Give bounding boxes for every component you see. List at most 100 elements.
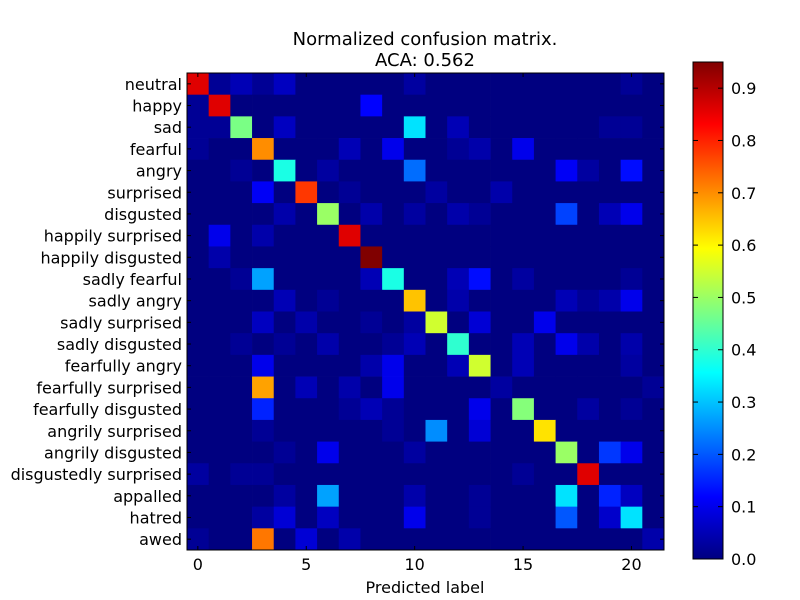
heatmap-cell [577,116,600,139]
heatmap-cell [620,311,643,334]
heatmap-cell [317,484,340,508]
heatmap-cell [382,398,405,421]
heatmap-cell [230,138,253,161]
heatmap-cell [208,224,231,247]
heatmap-cell [187,463,210,486]
heatmap-cell [360,376,383,399]
heatmap-cell [252,289,275,312]
heatmap-cell [512,398,535,421]
heatmap-cell [360,528,383,551]
heatmap-cell [382,224,405,247]
heatmap-cell [273,203,296,226]
heatmap-cell [317,311,340,334]
heatmap-cell [295,333,318,356]
y-tick-label: neutral [125,75,182,94]
heatmap-cell [512,73,535,96]
heatmap-cell [295,289,318,312]
heatmap-cell [447,376,470,399]
heatmap-cell [273,354,296,377]
heatmap-cell [533,289,556,312]
y-tick-label: angrily disgusted [44,443,182,462]
heatmap-cell [230,181,253,204]
heatmap-cell [490,376,513,399]
heatmap-cell [403,506,426,529]
heatmap-cell [425,138,448,161]
heatmap-cell [620,484,643,508]
heatmap-cell [642,181,665,204]
heatmap-cell [577,289,600,312]
heatmap-cell [425,289,448,312]
heatmap-cell [425,159,448,182]
heatmap-cell [425,73,448,96]
heatmap-cell [273,506,296,529]
heatmap-cell [425,246,448,269]
heatmap-cell [295,311,318,334]
chart-subtitle: ACA: 0.562 [375,50,475,71]
heatmap-cell [360,224,383,247]
heatmap-cell [208,333,231,356]
heatmap-cell [468,528,491,551]
y-axis: neutral happy sad fearful angry surprised disg… [11,75,664,549]
heatmap-cell [447,506,470,529]
heatmap-cell [620,463,643,486]
colorbar-tick-label: 0.8 [731,131,756,150]
heatmap-cell [230,484,253,508]
heatmap-cell [317,419,340,442]
heatmap-cell [447,484,470,508]
heatmap-cell [555,354,578,377]
heatmap-cell [512,311,535,334]
heatmap-cell [403,398,426,421]
heatmap-cell [490,441,513,464]
heatmap-cell [273,246,296,269]
y-tick-label: disgusted [104,205,182,224]
heatmap-cell [295,224,318,247]
heatmap-cell [230,289,253,312]
heatmap-cell [598,268,622,291]
heatmap-cell [295,116,318,139]
heatmap-cell [338,203,361,226]
heatmap-cell [512,203,535,226]
heatmap-cell [577,181,600,204]
heatmap-cell [338,246,361,269]
heatmap-cell [577,398,600,421]
heatmap-cell [447,94,470,117]
heatmap-cell [317,463,340,486]
heatmap-cell [382,311,405,334]
heatmap-cell [425,398,448,421]
heatmap-cell [620,376,643,399]
heatmap-cell [620,73,643,96]
heatmap-cell [208,311,231,334]
y-tick-label: fearfully surprised [36,378,182,397]
heatmap-cell [295,94,318,117]
heatmap-cell [555,311,578,334]
heatmap-cell [273,484,296,508]
heatmap-cell [273,94,296,117]
heatmap-cell [317,94,340,117]
heatmap-cell [425,528,448,551]
heatmap-cell [620,506,643,529]
heatmap-cell [555,116,578,139]
heatmap-cell [295,419,318,442]
heatmap-cell [338,311,361,334]
heatmap-cell [598,138,622,161]
heatmap-cell [382,289,405,312]
x-axis-label: Predicted label [366,578,485,597]
heatmap-cell [425,203,448,226]
heatmap-cell [468,116,491,139]
heatmap-cell [338,528,361,551]
heatmap-cell [187,181,210,204]
y-tick-label: angry [136,162,182,181]
heatmap-cell [512,224,535,247]
heatmap-cell [490,203,513,226]
heatmap-cell [230,203,253,226]
heatmap-cell [187,73,210,96]
heatmap-cell [577,268,600,291]
heatmap-cell [533,224,556,247]
heatmap-cell [642,159,665,182]
heatmap-cell [382,528,405,551]
heatmap-cell [447,246,470,269]
heatmap-cell [642,311,665,334]
heatmap-cell [187,506,210,529]
heatmap-cell [317,268,340,291]
heatmap-cell [317,159,340,182]
